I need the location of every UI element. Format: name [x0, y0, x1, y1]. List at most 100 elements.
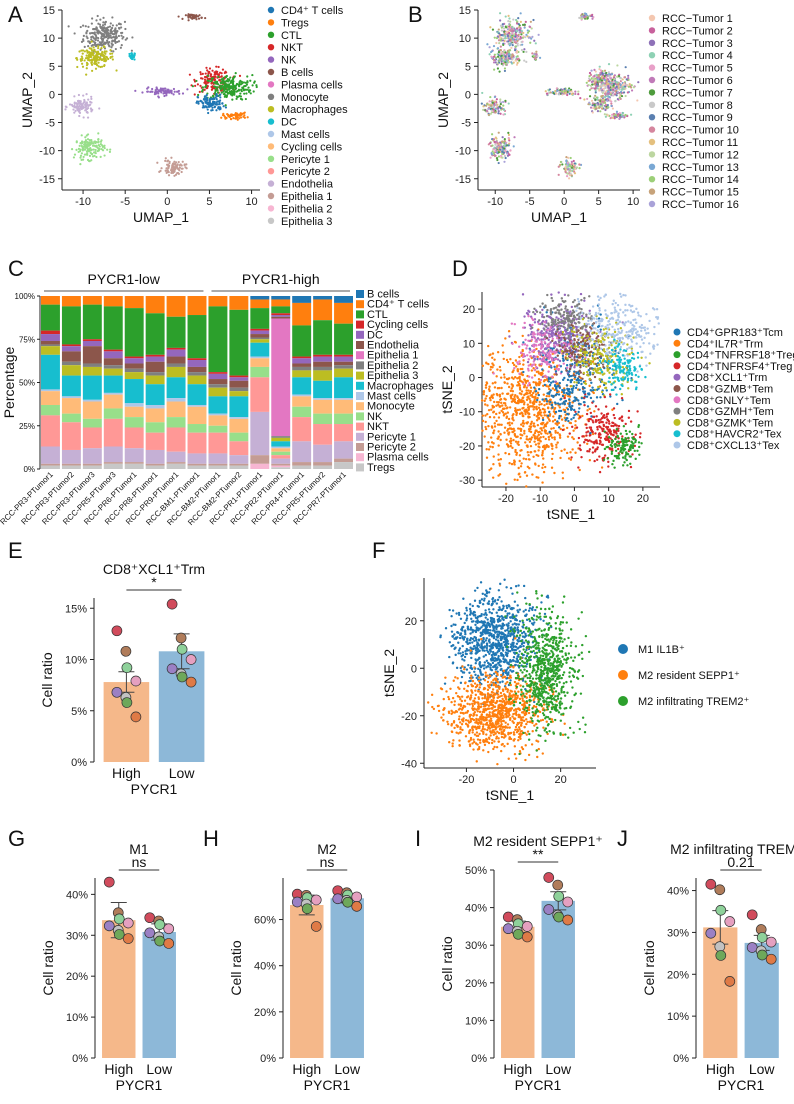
umap-sample-point: [552, 91, 555, 95]
umap-cell-point: [208, 102, 211, 105]
composition-bar-segment: [41, 389, 60, 392]
umap-sample-point: [499, 19, 502, 22]
tsne-t-cell-point: [526, 384, 530, 387]
umap-sample-point: [609, 76, 612, 79]
umap-sample-point: [504, 55, 507, 58]
tsne-t-cell-point: [539, 381, 542, 384]
tumor-sample-legend-swatch: [648, 14, 656, 22]
tsne-t-cell-point: [485, 394, 488, 398]
tsne-t-cell-point: [552, 410, 556, 413]
umap-sample-point: [575, 166, 579, 169]
composition-bar-segment: [166, 349, 186, 357]
umap-cell-point: [243, 114, 246, 117]
umap-cell-point: [80, 140, 84, 143]
tsne-t-cell-point: [498, 386, 501, 390]
tsne-t-cell-point: [498, 405, 502, 408]
cell-type-legend-swatch: [267, 155, 275, 162]
tsne-t-cell-point: [566, 378, 570, 382]
umap-cell-point: [213, 73, 216, 76]
umap-cell-point: [214, 90, 217, 93]
tsne-t-cell-point: [521, 421, 525, 425]
cell-type-legend-swatch: [267, 81, 275, 88]
umap-sample-point: [538, 56, 542, 59]
umap-cell-point: [82, 147, 85, 151]
composition-bar-segment: [124, 406, 144, 418]
umap-cell-point: [238, 83, 241, 86]
umap-cell-point: [178, 92, 181, 95]
tsne-t-cell-point: [574, 424, 577, 427]
umap-sample-point: [515, 51, 519, 54]
tsne-t-cell-point: [586, 442, 589, 445]
umap-sample-point: [506, 152, 509, 155]
umap-cell-point: [219, 96, 222, 99]
composition-legend-swatch: [356, 351, 364, 360]
tsne-t-cell-point: [503, 426, 507, 429]
tsne-t-cell-point: [516, 399, 520, 403]
tsne-t-cell-point: [538, 400, 541, 404]
umap-sample-point: [607, 85, 610, 88]
tsne-t-cell-point: [484, 386, 488, 389]
tsne-t-cell-point: [507, 445, 510, 448]
tsne-t-cell-point: [533, 425, 536, 428]
umap-sample-point: [593, 103, 596, 106]
tsne-t-cell-point: [566, 435, 570, 438]
umap-cell-point: [223, 71, 226, 75]
tumor-sample-legend-swatch: [648, 39, 656, 46]
umap-cell-point: [103, 41, 106, 44]
umap-sample-point: [487, 107, 490, 110]
umap-cell-point: [235, 97, 238, 100]
umap-sample-point: [498, 57, 502, 60]
umap-sample-point: [494, 143, 497, 146]
umap-cell-point: [209, 80, 213, 83]
tsne-t-cell-point: [560, 338, 563, 341]
umap-sample-point: [578, 167, 581, 170]
composition-bar-segment: [124, 372, 144, 380]
umap-cell-point: [217, 83, 220, 86]
tsne-t-cell-point: [540, 454, 544, 457]
umap-cell-point: [203, 106, 206, 109]
composition-bar-segment: [187, 384, 207, 405]
composition-bar-segment: [229, 432, 249, 442]
tsne-t-cell-point: [540, 432, 543, 435]
tsne-t-cell-point: [543, 424, 546, 428]
umap-sample-point: [549, 91, 552, 94]
umap-cell-point: [93, 31, 96, 34]
umap-sample-point: [586, 17, 589, 20]
tumor-sample-legend-swatch: [648, 200, 656, 208]
umap-sample-point: [564, 171, 567, 174]
cell-type-legend-label: DC: [281, 117, 297, 129]
umap-cell-point: [206, 99, 209, 102]
umap-sample-point: [572, 159, 575, 163]
umap-sample-point: [583, 16, 586, 19]
umap-sample-point: [619, 86, 622, 89]
umap-cell-point: [204, 80, 207, 83]
umap-sample-point: [520, 48, 524, 52]
tsne-t-cell-point: [529, 386, 533, 389]
tsne-t-cell-point: [483, 399, 486, 403]
composition-legend-swatch: [356, 463, 364, 472]
composition-bar-segment: [187, 453, 207, 464]
umap-sample-point: [508, 23, 512, 27]
umap-cell-point: [216, 70, 219, 73]
tsne-t-cell-point: [537, 411, 541, 414]
tsne-t-cell-point: [499, 432, 502, 436]
umap-sample-point: [537, 33, 540, 36]
tsne-t-cell-point: [548, 334, 551, 337]
umap-cell-point: [86, 37, 89, 40]
umap-cell-point: [90, 22, 93, 25]
umap-sample-point: [491, 101, 494, 104]
umap-cell-point: [80, 134, 83, 137]
umap-cell-point: [240, 90, 243, 93]
composition-bar-segment: [124, 427, 144, 449]
umap-cell-point: [232, 113, 236, 117]
umap-sample-point: [619, 77, 622, 80]
umap-sample-point: [499, 112, 502, 115]
composition-bar-segment: [208, 415, 228, 426]
umap-cell-point: [104, 58, 107, 61]
umap-cell-point: [199, 84, 202, 87]
umap-sample-point: [573, 162, 576, 165]
tsne-t-cell-point: [541, 368, 544, 371]
umap-sample-point: [626, 91, 629, 94]
umap-cell-point: [242, 89, 246, 92]
umap-cell-point: [94, 148, 97, 152]
